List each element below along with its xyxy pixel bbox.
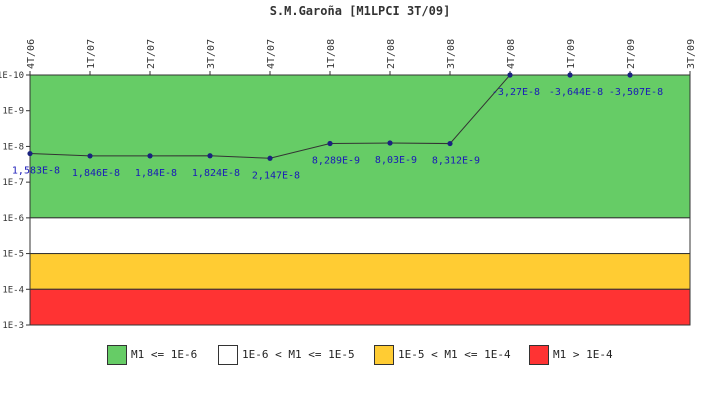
data-label: 1,824E-8: [192, 168, 240, 179]
y-tick-label: 1E-4: [2, 285, 24, 295]
legend-swatch: [218, 345, 238, 365]
band-3: [29, 288, 691, 326]
data-point: [327, 140, 333, 147]
legend: M1 <= 1E-6 1E-6 < M1 <= 1E-5 1E-5 < M1 <= …: [0, 345, 720, 367]
data-label: 1,846E-8: [72, 168, 120, 179]
legend-swatch: [107, 345, 127, 365]
y-tick-label: 1E-7: [2, 178, 24, 188]
y-tick-label: 1E-6: [2, 214, 24, 224]
data-point: [387, 140, 393, 146]
legend-label: M1 > 1E-4: [553, 348, 613, 361]
x-tick-label: 4T/06: [26, 39, 37, 69]
x-tick-label: 2T/07: [146, 39, 157, 69]
x-tick-label: 1T/08: [326, 39, 337, 69]
legend-swatch: [529, 345, 549, 365]
x-tick-label: 1T/09: [566, 39, 577, 69]
data-label: 8,289E-9: [312, 156, 360, 167]
data-point: [87, 153, 93, 159]
data-label: 1,583E-8: [12, 166, 60, 177]
band-2: [29, 253, 691, 290]
y-tick-label: 1E-10: [0, 71, 24, 81]
data-label: -3,644E-8: [549, 87, 603, 98]
data-point: [447, 140, 453, 147]
data-point: [627, 72, 633, 78]
legend-swatch: [374, 345, 394, 365]
x-tick-label: 3T/09: [686, 39, 697, 69]
x-tick-label: 3T/07: [206, 39, 217, 69]
plot-frame: [29, 74, 691, 326]
y-tick-label: 1E-8: [2, 142, 24, 152]
x-tick-label: 3T/08: [446, 39, 457, 69]
legend-label: 1E-6 < M1 <= 1E-5: [242, 348, 355, 361]
data-point: [267, 155, 273, 161]
chart-title: S.M.Garoña [M1LPCI 3T/09]: [269, 4, 451, 18]
data-label: -3,507E-8: [609, 87, 663, 98]
x-tick-label: 2T/08: [386, 39, 397, 69]
band-1: [29, 217, 691, 255]
y-tick-label: 1E-5: [2, 250, 24, 260]
x-tick-label: 1T/07: [86, 39, 97, 69]
data-label: -3,27E-8: [492, 87, 540, 98]
legend-label: M1 <= 1E-6: [131, 348, 198, 361]
legend-label: 1E-5 < M1 <= 1E-4: [398, 348, 511, 361]
y-tick-label: 1E-9: [2, 107, 24, 117]
x-tick-label: 4T/08: [506, 39, 517, 69]
data-label: 1,84E-8: [135, 168, 177, 179]
plot-area: 1E-10 1E-9 1E-8 1E-7 1E-6 1E-5 1E-4 1E-3 4T/06 1T…: [0, 39, 697, 331]
data-label: 8,312E-9: [432, 156, 480, 167]
data-point: [207, 153, 213, 159]
data-label: 8,03E-9: [375, 155, 417, 166]
data-point: [27, 150, 33, 157]
y-tick-label: 1E-3: [2, 321, 24, 331]
data-point: [147, 153, 153, 159]
data-label: 2,147E-8: [252, 170, 300, 181]
x-tick-label: 4T/07: [266, 39, 277, 69]
data-point: [567, 72, 573, 78]
data-point: [507, 72, 513, 78]
x-tick-label: 2T/09: [626, 39, 637, 69]
